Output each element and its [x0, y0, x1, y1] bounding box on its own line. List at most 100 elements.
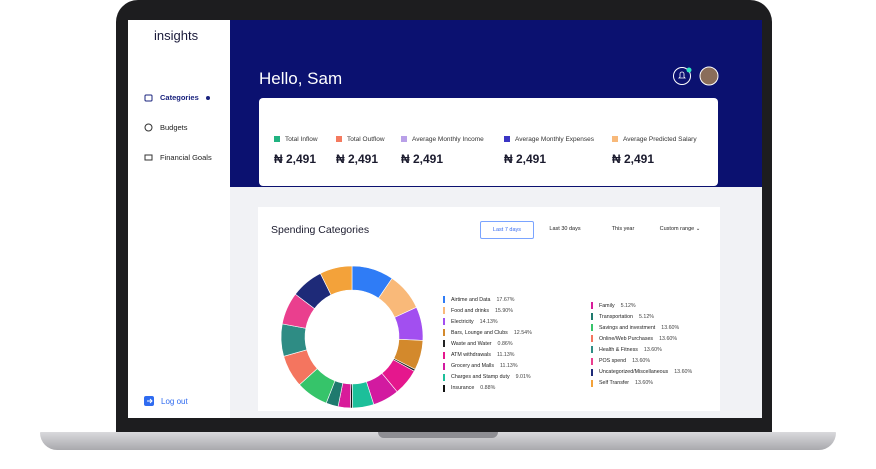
summary-stat: Total Inflow ₦ 2,491	[274, 136, 318, 166]
stat-value: ₦ 2,491	[401, 152, 444, 166]
legend-label: Airtime and Data	[451, 296, 491, 303]
summary-stat: Average Monthly Income ₦ 2,491	[401, 136, 484, 166]
nav-icon	[144, 154, 153, 161]
summary-stat: Total Outflow ₦ 2,491	[336, 136, 385, 166]
nav-item[interactable]: Budgets	[144, 123, 188, 132]
legend-swatch	[591, 335, 593, 343]
legend-swatch	[443, 318, 445, 326]
legend-value: 11.13%	[499, 363, 518, 370]
legend-value: 0.88%	[480, 385, 496, 392]
legend-swatch	[443, 384, 445, 392]
nav-item[interactable]: Categories	[144, 93, 210, 102]
nav-icon	[144, 123, 153, 132]
legend-label: Food and drinks	[451, 307, 489, 314]
stat-value: ₦ 2,491	[504, 152, 547, 166]
legend-swatch	[591, 324, 593, 332]
summary-card	[259, 98, 718, 186]
stat-swatch	[274, 136, 280, 142]
legend-value: 17.67%	[496, 296, 515, 303]
legend-label: Bars, Lounge and Clubs	[451, 329, 508, 336]
sidebar: insights Categories Budgets Financial Go…	[128, 20, 230, 418]
legend-item: Uncategorized/Miscellaneous 13.60%	[591, 368, 693, 376]
legend-value: 13.60%	[661, 324, 680, 331]
stat-label-text: Average Predicted Salary	[623, 136, 697, 143]
laptop-base	[40, 432, 836, 450]
legend-swatch	[591, 302, 593, 309]
stat-label: Average Monthly Expenses	[504, 136, 594, 143]
legend-item: Insurance 0.88%	[443, 384, 496, 392]
avatar[interactable]	[699, 66, 719, 86]
legend-item: Grocery and Malls 11.13%	[443, 362, 518, 370]
stat-label-text: Total Inflow	[285, 136, 318, 143]
summary-stat: Average Predicted Salary ₦ 2,491	[612, 136, 697, 166]
legend-item: Family 5.12%	[591, 302, 636, 309]
legend-value: 14.13%	[479, 318, 498, 325]
legend-value: 11.13%	[496, 352, 515, 358]
panel-title: Spending Categories	[271, 224, 370, 236]
stat-label-text: Average Monthly Expenses	[515, 136, 595, 143]
legend-label: Self Transfer	[599, 380, 630, 387]
laptop-notch	[378, 432, 498, 438]
range-tab[interactable]: This year	[611, 226, 635, 232]
legend-item: Bars, Lounge and Clubs 12.54%	[443, 329, 532, 337]
spending-panel: Spending Categories Last 7 days Last 30 …	[258, 207, 720, 411]
header-icons	[673, 66, 719, 86]
legend-value: 12.54%	[513, 329, 532, 336]
legend-value: 5.12%	[620, 302, 636, 309]
legend-swatch	[443, 373, 445, 381]
nav-label: Budgets	[160, 123, 188, 132]
stat-swatch	[612, 136, 618, 142]
legend-swatch	[443, 362, 445, 370]
legend-value: 13.60%	[635, 380, 653, 387]
greeting: Hello, Sam	[259, 69, 343, 88]
range-tab[interactable]: Last 7 days	[480, 221, 534, 239]
nav-label: Categories	[160, 93, 199, 102]
range-dropdown[interactable]: Custom range ⌄	[659, 226, 701, 232]
summary-stat: Average Monthly Expenses ₦ 2,491	[504, 136, 594, 166]
legend-value: 13.60%	[674, 369, 693, 376]
legend-swatch	[443, 340, 445, 348]
legend-swatch	[591, 313, 593, 321]
legend-swatch	[591, 357, 593, 365]
screen: insights Categories Budgets Financial Go…	[128, 20, 762, 418]
nav-icon	[144, 94, 153, 102]
logout-label: Log out	[161, 396, 188, 406]
bell-icon	[678, 71, 686, 79]
legend-label: Savings and investment	[599, 324, 656, 331]
legend-label: POS spend	[599, 358, 627, 364]
stat-label-text: Total Outflow	[347, 136, 385, 143]
legend-label: Charges and Stamp duty	[451, 374, 510, 381]
legend-value: 5.12%	[638, 313, 654, 320]
stat-label: Total Inflow	[274, 136, 318, 143]
range-tab[interactable]: Last 30 days	[549, 226, 581, 232]
nav-item[interactable]: Financial Goals	[144, 153, 212, 162]
donut-chart	[280, 265, 424, 409]
legend-label: Family	[599, 302, 615, 309]
bell-button[interactable]	[673, 67, 691, 85]
legend-swatch	[443, 296, 445, 303]
nav-label: Financial Goals	[160, 153, 212, 162]
legend-swatch	[443, 329, 445, 337]
legend-value: 9.01%	[515, 374, 531, 381]
legend-item: Waste and Water 0.86%	[443, 340, 513, 348]
logo: insights	[154, 28, 199, 43]
donut-segment[interactable]	[319, 265, 353, 296]
legend-item: Food and drinks 15.90%	[443, 307, 513, 315]
stat-label: Total Outflow	[336, 136, 385, 143]
legend-item: Health & Fitness 13.60%	[591, 346, 662, 354]
stat-label: Average Monthly Income	[401, 136, 484, 143]
legend-item: Self Transfer 13.60%	[591, 379, 653, 387]
logout[interactable]: Log out	[144, 396, 188, 406]
legend-swatch	[443, 351, 445, 359]
legend-item: Online/Web Purchases 13.60%	[591, 335, 677, 343]
legend-swatch	[591, 368, 593, 376]
legend-label: Uncategorized/Miscellaneous	[599, 369, 669, 376]
stat-swatch	[504, 136, 510, 142]
legend-label: Transportation	[599, 313, 633, 320]
notification-dot	[686, 67, 692, 73]
stat-swatch	[401, 136, 407, 142]
legend-item: ATM withdrawals 11.13%	[443, 351, 515, 359]
legend-item: Electricity 14.13%	[443, 318, 498, 326]
legend-item: Savings and investment 13.60%	[591, 324, 680, 332]
